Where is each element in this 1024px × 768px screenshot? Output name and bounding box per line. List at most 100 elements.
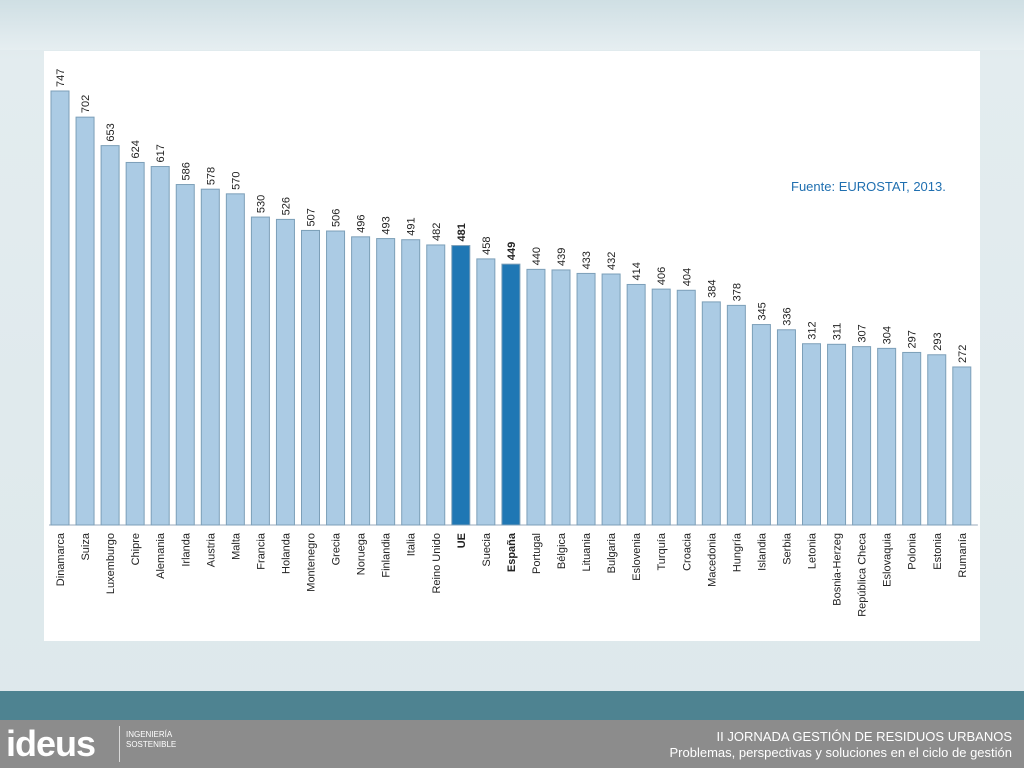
bar-chart: 747 Dinamarca 702 Suiza 653 Luxemburgo 624 Chip… [49, 69, 978, 617]
category-label-italia: Italia [406, 532, 418, 556]
bar-alemania [150, 166, 170, 526]
category-label-eslovenia: Eslovenia [631, 532, 643, 581]
category-label-luxemburgo: Luxemburgo [105, 533, 117, 594]
value-label-bosnia-herzeg: 311 [832, 323, 844, 341]
category-label-bulgaria: Bulgaria [606, 532, 618, 573]
category-label-chipre: Chipre [130, 533, 142, 565]
category-label-suiza: Suiza [80, 532, 92, 560]
value-label-croacia: 404 [681, 268, 693, 286]
value-label-republica-checa: 307 [857, 324, 869, 342]
bar-suiza [75, 116, 95, 526]
footer-title: II JORNADA GESTIÓN DE RESIDUOS URBANOS P… [669, 729, 1012, 761]
category-label-letonia: Letonia [807, 532, 819, 569]
category-label-republica-checa: República Checa [857, 532, 869, 617]
bar-eslovenia [626, 283, 646, 526]
chart-panel: 747 Dinamarca 702 Suiza 653 Luxemburgo 624 Chip… [44, 51, 980, 641]
value-label-grecia: 506 [331, 209, 343, 227]
bar-portugal [526, 268, 546, 526]
category-label-holanda: Holanda [280, 532, 292, 574]
bar-grecia [326, 230, 346, 526]
value-label-reino-unido: 482 [431, 223, 443, 241]
bar-malta [225, 193, 245, 526]
value-label-portugal: 440 [531, 247, 543, 265]
category-label-irlanda: Irlanda [180, 532, 192, 567]
bar-suecia [476, 258, 496, 526]
value-label-ue: 481 [456, 223, 468, 241]
category-label-montenegro: Montenegro [306, 533, 318, 592]
bar-macedonia [701, 301, 721, 526]
value-label-holanda: 526 [280, 197, 292, 215]
value-label-espana: 449 [506, 242, 518, 260]
category-label-eslovaquia: Eslovaquia [882, 532, 894, 587]
value-label-islandia: 345 [756, 302, 768, 320]
value-label-suiza: 702 [80, 95, 92, 113]
category-label-islandia: Islandia [756, 532, 768, 571]
category-label-rumania: Rumanía [957, 532, 969, 578]
logo-tagline: INGENIERÍA SOSTENIBLE [126, 730, 177, 749]
category-label-serbia: Serbia [781, 532, 793, 565]
category-label-reino-unido: Reino Unido [431, 533, 443, 594]
value-label-italia: 491 [406, 217, 418, 235]
value-label-letonia: 312 [807, 321, 819, 339]
bar-islandia [751, 324, 771, 526]
value-label-irlanda: 586 [180, 162, 192, 180]
bar-lituania [576, 272, 596, 526]
bar-polonia [902, 351, 922, 526]
bar-dinamarca [50, 90, 70, 526]
category-label-suecia: Suecia [481, 532, 493, 567]
value-label-eslovenia: 414 [631, 262, 643, 280]
category-label-bosnia-herzeg: Bosnia-Herzeg [832, 533, 844, 606]
bar-belgica [551, 269, 571, 526]
category-label-dinamarca: Dinamarca [55, 532, 67, 586]
bar-irlanda [175, 184, 195, 526]
category-label-croacia: Croacia [681, 532, 693, 571]
ideus-logo: ideus [6, 723, 96, 764]
value-label-dinamarca: 747 [55, 69, 67, 87]
value-label-rumania: 272 [957, 345, 969, 363]
category-label-francia: Francia [255, 532, 267, 570]
category-label-turquia: Turquía [656, 532, 668, 570]
bar-francia [250, 216, 270, 526]
category-label-ue: UE [456, 533, 468, 548]
value-label-estonia: 293 [932, 332, 944, 350]
value-label-polonia: 297 [907, 330, 919, 348]
category-label-malta: Malta [230, 532, 242, 560]
category-label-polonia: Polonia [907, 532, 919, 570]
footer-title-line1: II JORNADA GESTIÓN DE RESIDUOS URBANOS [716, 729, 1012, 744]
bar-bulgaria [601, 273, 621, 526]
footer-bar: ideus INGENIERÍA SOSTENIBLE II JORNADA G… [0, 720, 1024, 768]
value-label-turquia: 406 [656, 267, 668, 285]
logo-divider [119, 726, 120, 762]
category-label-grecia: Grecia [331, 532, 343, 565]
category-label-estonia: Estonia [932, 532, 944, 570]
category-label-alemania: Alemania [155, 532, 167, 579]
bar-montenegro [301, 229, 320, 526]
slide-background [0, 0, 1024, 50]
value-label-austria: 578 [205, 167, 217, 185]
value-label-serbia: 336 [781, 307, 793, 325]
bar-estonia [927, 354, 947, 526]
footer-stripe [0, 691, 1024, 720]
category-label-finlandia: Finlandia [381, 532, 393, 578]
category-label-macedonia: Macedonia [706, 532, 718, 587]
value-label-chipre: 624 [130, 140, 142, 158]
value-label-montenegro: 507 [306, 208, 318, 226]
category-label-espana: España [506, 532, 518, 572]
value-label-malta: 570 [230, 171, 242, 189]
bar-hungria [726, 304, 746, 526]
bar-chipre [125, 161, 145, 526]
value-label-bulgaria: 432 [606, 252, 618, 270]
bar-republica-checa [852, 346, 872, 526]
category-label-austria: Austria [205, 532, 217, 567]
bar-rumania [952, 366, 972, 526]
value-label-eslovaquia: 304 [882, 326, 894, 344]
value-label-alemania: 617 [155, 144, 167, 162]
bar-serbia [776, 329, 796, 526]
bar-austria [200, 188, 220, 526]
bar-italia [401, 239, 421, 526]
bar-eslovaquia [877, 347, 897, 526]
value-label-lituania: 433 [581, 251, 593, 269]
category-label-portugal: Portugal [531, 533, 543, 574]
source-note: Fuente: EUROSTAT, 2013. [791, 179, 946, 194]
value-label-finlandia: 493 [381, 216, 393, 234]
